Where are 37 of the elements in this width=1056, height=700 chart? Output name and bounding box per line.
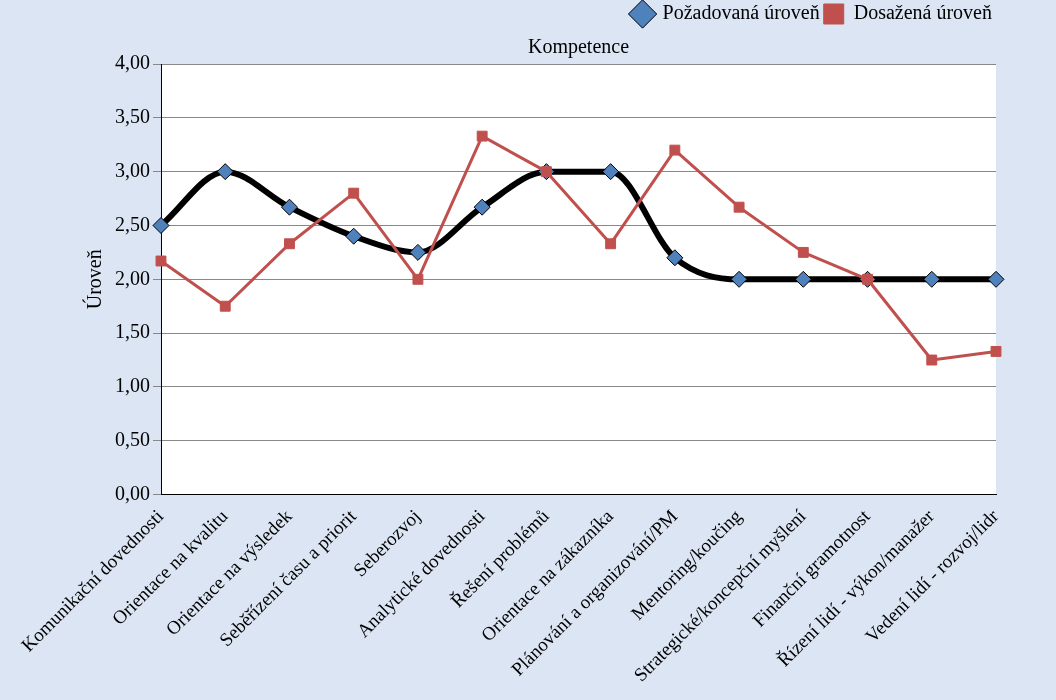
- point: [284, 238, 295, 250]
- point: [605, 238, 617, 250]
- point: [733, 201, 745, 213]
- point: [473, 198, 491, 216]
- point: [669, 144, 681, 156]
- point: [348, 187, 360, 199]
- legend-label: Požadovaná úroveň: [662, 1, 820, 24]
- point: [216, 163, 234, 181]
- point: [923, 270, 941, 288]
- point: [602, 163, 620, 181]
- y-tick-label: 2,00: [115, 266, 150, 289]
- chart-title: Kompetence: [527, 35, 630, 59]
- point: [476, 130, 488, 142]
- point: [152, 216, 170, 234]
- y-tick-label: 3,50: [115, 105, 150, 128]
- point: [797, 246, 809, 258]
- y-tick-label: 0,00: [115, 481, 150, 504]
- point: [412, 273, 424, 285]
- legend-label: Dosažená úroveň: [853, 1, 993, 24]
- y-tick-label: 1,00: [115, 374, 150, 397]
- point: [730, 270, 748, 288]
- y-tick-label: 4,00: [115, 51, 150, 74]
- point: [280, 198, 298, 216]
- point: [345, 227, 363, 245]
- point: [990, 345, 1002, 357]
- y-tick-label: 0,50: [115, 428, 150, 451]
- y-tick-label: 2,50: [115, 212, 150, 235]
- point: [155, 255, 167, 267]
- y-tick-label: 1,50: [115, 320, 150, 343]
- point: [409, 243, 427, 261]
- point: [666, 249, 684, 267]
- point: [926, 354, 938, 366]
- point: [794, 270, 812, 288]
- y-tick-label: 3,00: [115, 158, 150, 181]
- point: [219, 300, 231, 312]
- y-axis-title: Úroveň: [82, 249, 106, 310]
- point: [987, 270, 1005, 288]
